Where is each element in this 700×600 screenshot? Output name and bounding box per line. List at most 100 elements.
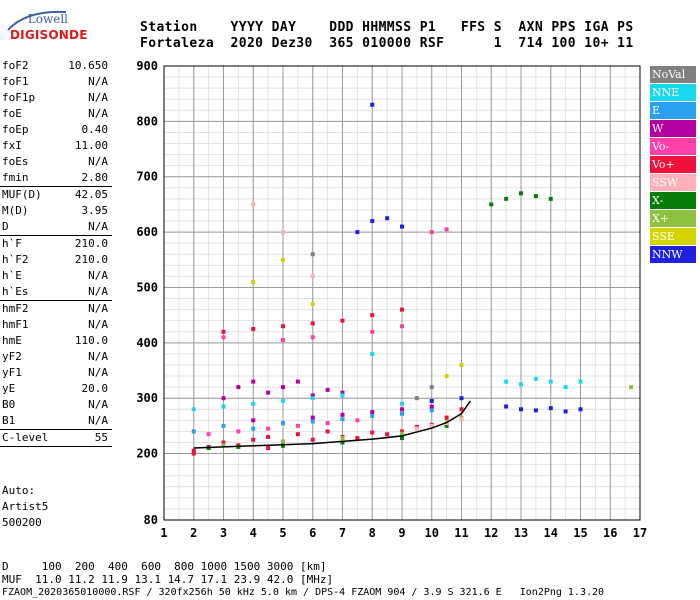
- param-name: B1: [2, 414, 16, 427]
- data-point-nne: [251, 401, 256, 406]
- param-value: N/A: [88, 220, 108, 233]
- data-point-nne: [310, 396, 315, 401]
- data-point-x: [340, 436, 345, 441]
- param-row: D N/A: [0, 219, 112, 235]
- footer-distance: D 100 200 400 600 800 1000 1500 3000 [km…: [2, 560, 327, 573]
- data-point-w: [251, 379, 256, 384]
- param-name: foEs: [2, 155, 29, 168]
- param-name: foE: [2, 107, 22, 120]
- data-point-vo: [444, 227, 449, 232]
- data-point-vo: [310, 335, 315, 340]
- param-row: foEp 0.40: [0, 122, 112, 138]
- param-value: 11.00: [74, 139, 108, 152]
- data-point-nnw: [533, 408, 538, 413]
- data-point-vo: [310, 437, 315, 442]
- legend-item-e: E: [650, 102, 696, 119]
- plot-frame: [163, 65, 641, 521]
- param-row: foF1p N/A: [0, 90, 112, 106]
- data-point-e: [191, 429, 196, 434]
- param-value: 110.0: [74, 334, 108, 347]
- param-value: N/A: [88, 366, 108, 379]
- param-value: 20.0: [81, 382, 109, 395]
- data-point-vo: [295, 432, 300, 437]
- data-point-nnw: [400, 224, 404, 229]
- data-point-x: [504, 196, 509, 201]
- param-row: fxI 11.00: [0, 138, 112, 154]
- data-point-vo: [325, 429, 330, 434]
- data-point-ssw: [251, 202, 256, 207]
- data-point-ssw: [281, 230, 285, 235]
- data-point-nne: [548, 379, 553, 384]
- y-tick-label: 400: [136, 336, 158, 350]
- data-point-vo: [281, 441, 285, 446]
- param-value: 2.80: [81, 171, 109, 184]
- x-tick-label: 17: [633, 526, 647, 540]
- data-point-sse: [310, 302, 315, 307]
- x-tick-label: 4: [250, 526, 257, 540]
- data-point-nnw: [385, 216, 390, 221]
- data-point-w: [251, 418, 256, 423]
- data-point-vo: [370, 430, 375, 435]
- data-point-w: [310, 393, 315, 398]
- param-value: N/A: [88, 398, 108, 411]
- data-point-sse: [281, 257, 285, 262]
- data-point-ssw: [459, 417, 464, 422]
- auto-artist: Artist5: [2, 500, 49, 513]
- legend-item-noval: NoVal: [650, 66, 696, 83]
- polarization-legend: NoVal NNE E W Vo- Vo+ SSW X- X+ SSE NNW: [650, 66, 696, 264]
- data-point-e: [310, 419, 315, 424]
- data-point-nne: [533, 376, 538, 381]
- data-point-vo: [221, 335, 226, 340]
- param-name: yF2: [2, 350, 22, 363]
- data-point-vo: [400, 324, 404, 329]
- data-point-nne: [400, 401, 404, 406]
- param-row: hmE 110.0: [0, 333, 112, 349]
- param-value: N/A: [88, 285, 108, 298]
- param-name: h`Es: [2, 285, 29, 298]
- param-name: foEp: [2, 123, 29, 136]
- legend-item-vo: Vo-: [650, 138, 696, 155]
- data-point-w: [400, 407, 404, 412]
- data-point-sse: [459, 362, 464, 367]
- y-tick-label: 80: [144, 513, 158, 527]
- data-point-x: [444, 423, 449, 428]
- data-point-nne: [578, 379, 583, 384]
- data-point-x: [340, 440, 345, 445]
- data-point-x: [489, 202, 494, 207]
- data-point-w: [266, 390, 271, 395]
- param-row: h`Es N/A: [0, 284, 112, 300]
- data-point-w: [340, 412, 345, 417]
- x-tick-label: 6: [309, 526, 316, 540]
- data-point-e: [429, 408, 434, 413]
- data-point-w: [295, 379, 300, 384]
- y-tick-label: 200: [136, 447, 158, 461]
- data-point-vo: [340, 318, 345, 323]
- data-point-ssw: [429, 423, 434, 428]
- param-row: foF2 10.650: [0, 58, 112, 74]
- data-point-vo: [281, 324, 285, 329]
- logo-lowell-text: Lowell: [27, 12, 68, 26]
- param-name: MUF(D): [2, 188, 42, 201]
- param-row: M(D) 3.95: [0, 203, 112, 219]
- param-value: 42.05: [74, 188, 108, 201]
- data-point-nne: [340, 393, 345, 398]
- data-point-vo: [400, 429, 404, 434]
- data-point-e: [281, 421, 285, 426]
- param-value: N/A: [88, 91, 108, 104]
- data-point-vo: [236, 429, 241, 434]
- param-row: MUF(D) 42.05: [0, 187, 112, 203]
- legend-item-vo: Vo+: [650, 156, 696, 173]
- data-point-noval: [429, 385, 434, 390]
- data-point-e: [251, 426, 256, 431]
- param-value: N/A: [88, 350, 108, 363]
- data-point-nne: [281, 398, 285, 403]
- param-name: B0: [2, 398, 16, 411]
- data-point-vo: [370, 313, 375, 318]
- param-value: N/A: [88, 107, 108, 120]
- legend-item-sse: SSE: [650, 228, 696, 245]
- data-point-nnw: [578, 407, 583, 412]
- data-point-vo: [444, 415, 449, 420]
- data-point-w: [370, 410, 375, 415]
- data-point-nnw: [563, 409, 568, 414]
- data-point-vo: [221, 329, 226, 334]
